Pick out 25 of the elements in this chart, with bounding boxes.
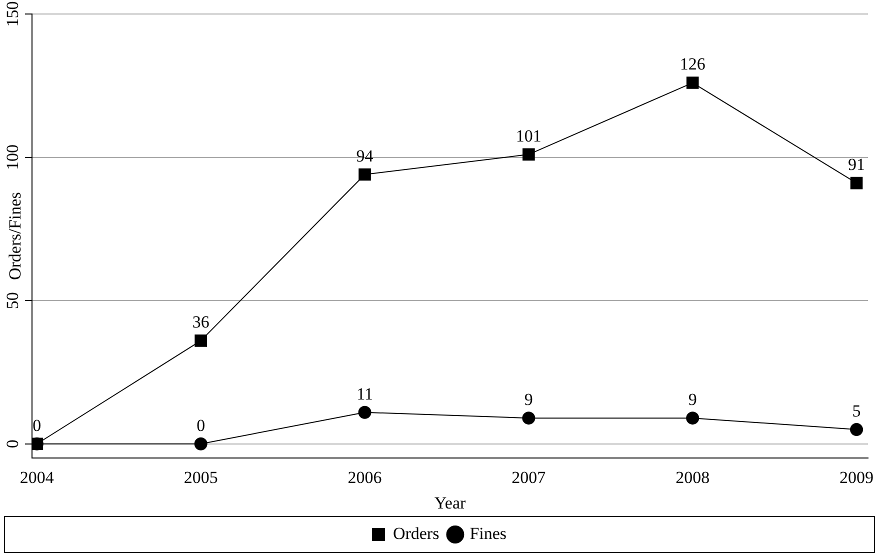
data-label: 126	[680, 54, 706, 74]
data-label: 9	[688, 390, 697, 410]
x-tick-label: 2009	[840, 468, 874, 487]
data-label: 36	[192, 312, 210, 332]
x-tick-label: 2007	[512, 468, 546, 487]
y-tick-label: 50	[2, 292, 22, 310]
data-label: 0	[32, 416, 42, 435]
y-tick-label: 0	[2, 440, 22, 448]
data-label: 0	[196, 416, 206, 435]
data-label: 101	[516, 126, 542, 146]
data-label: 5	[852, 402, 861, 421]
y-tick-label: 150	[2, 1, 22, 27]
data-label: 11	[356, 384, 373, 404]
data-label: 94	[356, 146, 374, 166]
legend-label: Orders	[392, 524, 440, 543]
x-tick-label: 2004	[20, 468, 54, 487]
legend-label: Fines	[470, 524, 507, 543]
data-label: 9	[524, 390, 533, 410]
y-tick-label: 100	[2, 144, 22, 170]
x-tick-label: 2008	[676, 468, 710, 487]
x-tick-label: 2006	[348, 468, 382, 487]
x-tick-label: 2005	[184, 468, 218, 487]
data-label: 91	[848, 155, 866, 174]
x-axis-title: Year	[434, 493, 466, 512]
y-axis-title: Orders/Fines	[6, 192, 25, 280]
